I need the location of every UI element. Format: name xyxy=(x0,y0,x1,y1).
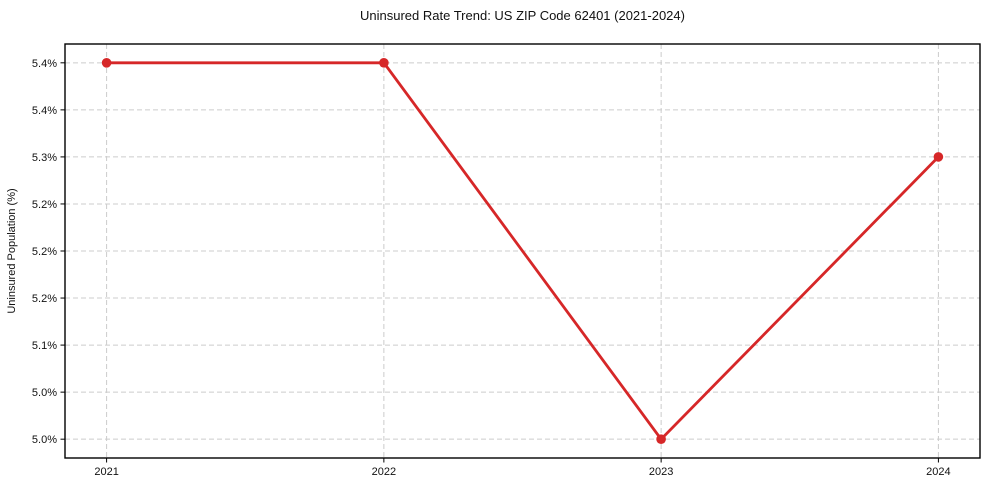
y-tick-label: 5.4% xyxy=(32,105,57,117)
trend-line xyxy=(105,61,940,442)
y-tick-label: 5.4% xyxy=(32,58,57,70)
data-point-marker xyxy=(101,58,112,68)
x-tick-label: 2021 xyxy=(94,466,118,478)
data-point-marker xyxy=(656,434,666,445)
y-tick-label: 5.3% xyxy=(32,152,57,164)
x-tick-label: 2022 xyxy=(372,466,396,478)
data-point-marker xyxy=(379,58,389,68)
x-tick-label: 2023 xyxy=(649,466,673,478)
y-tick-label: 5.0% xyxy=(32,387,57,399)
chart-title: Uninsured Rate Trend: US ZIP Code 62401 … xyxy=(360,8,685,23)
y-tick-label: 5.2% xyxy=(32,293,57,305)
y-tick-label: 5.2% xyxy=(32,199,57,211)
x-tick-label: 2024 xyxy=(926,466,950,478)
y-tick-label: 5.1% xyxy=(32,340,57,352)
y-tick-label: 5.2% xyxy=(32,246,57,258)
y-tick-label: 5.0% xyxy=(32,434,57,446)
data-point-marker xyxy=(933,152,944,162)
